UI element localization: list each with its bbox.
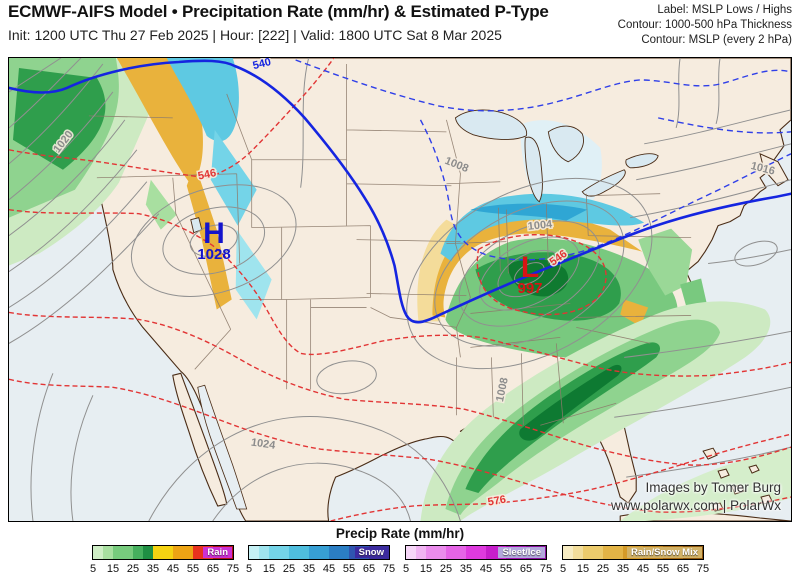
plot-key-mslp: Contour: MSLP (every 2 hPa)	[641, 34, 792, 47]
plot-key: Label: MSLP Lows / Highs Contour: 1000-5…	[618, 3, 792, 49]
legend-title: Precip Rate (mm/hr)	[335, 526, 465, 541]
plot-key-labels: Label: MSLP Lows / Highs	[657, 4, 792, 16]
page-title: ECMWF-AIFS Model • Precipitation Rate (m…	[8, 2, 549, 21]
ptype-badge: Snow	[354, 547, 388, 558]
colorbar-rain: Rain 5 15 25 35 45 55 65 75	[90, 545, 239, 575]
state-borders	[88, 63, 692, 426]
contour-label: 1024	[250, 437, 277, 452]
colorbar-ticks: 5 15 25 35 45 55 65 75	[402, 563, 553, 575]
colorbar-rain-snow-mix: Rain/Snow Mix 5 15 25 35 45 55 65 75	[560, 545, 709, 575]
plot-key-thickness: Contour: 1000-500 hPa Thickness	[617, 19, 792, 32]
colorbar-snow: Snow 5 15 25 35 45 55 65 75	[246, 545, 395, 575]
mslp-contours	[9, 58, 791, 521]
thickness-contours-cold	[295, 59, 791, 261]
ptype-badge: Rain	[203, 547, 232, 558]
colorbar-ticks: 5 15 25 35 45 55 65 75	[245, 563, 396, 575]
great-lakes	[190, 109, 659, 234]
ptype-badge: Sleet/Ice	[498, 547, 545, 558]
weather-map: 1020 1024 1008 1004 1016 1008 540 546 546 576 H 1…	[8, 57, 792, 522]
attribution-site: www.polarwx.com | PolarWx	[610, 498, 781, 513]
colorbar-ticks: 5 15 25 35 45 55 65 75	[89, 563, 240, 575]
thickness-540-line	[9, 59, 791, 324]
contour-label: 1004	[527, 218, 553, 233]
contour-label: 540	[252, 58, 273, 72]
thickness-contours-warm	[9, 58, 791, 521]
attribution-author: Images by Tomer Burg	[645, 480, 781, 495]
colorbar-sleet-ice: Sleet/Ice 5 15 25 35 45 55 65 75	[403, 545, 552, 575]
gulf-of-california	[197, 384, 248, 510]
contour-label: 576	[487, 494, 507, 509]
contour-label: 546	[197, 167, 217, 183]
model-run-subtitle: Init: 1200 UTC Thu 27 Feb 2025 | Hour: […	[8, 27, 502, 43]
colorbar-ticks: 5 15 25 35 45 55 65 75	[559, 563, 710, 575]
ptype-badge: Rain/Snow Mix	[626, 547, 702, 558]
precip-legend: Precip Rate (mm/hr) Rain 5 15 25 35 45 55 65 75 …	[0, 522, 800, 581]
